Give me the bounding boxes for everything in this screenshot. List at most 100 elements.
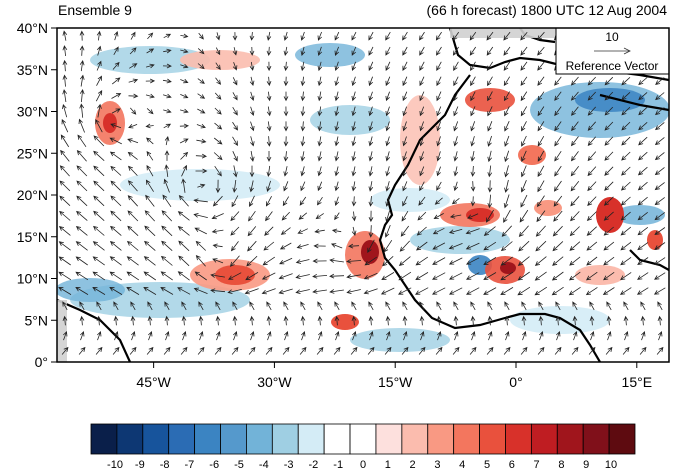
colorbar-swatch xyxy=(582,423,610,455)
wind-vector xyxy=(368,76,373,87)
wind-vector xyxy=(334,61,340,72)
wind-vector xyxy=(401,210,409,222)
wind-vector xyxy=(266,76,272,87)
wind-vector xyxy=(296,244,309,249)
wind-vector xyxy=(61,118,69,133)
wind-vector xyxy=(655,107,665,116)
wind-vector xyxy=(317,166,322,177)
wind-vector xyxy=(178,240,190,252)
wind-vector xyxy=(266,106,272,117)
wind-vector xyxy=(537,61,545,71)
wind-vector xyxy=(453,301,459,311)
wind-vector xyxy=(109,151,122,161)
wind-vector xyxy=(126,271,140,281)
wind-vector xyxy=(621,92,631,101)
wind-vector xyxy=(604,106,614,116)
wind-vector xyxy=(75,286,89,295)
wind-vector xyxy=(96,60,102,71)
wind-vector xyxy=(143,256,156,266)
wind-vector xyxy=(402,166,407,177)
colorbar-label: 8 xyxy=(558,459,564,471)
colorbar-swatch xyxy=(375,423,403,455)
colorbar-swatch xyxy=(142,423,170,455)
wind-vector xyxy=(179,138,189,144)
colorbar-swatch xyxy=(479,423,506,455)
wind-vector xyxy=(317,315,323,326)
wind-vector xyxy=(553,180,562,192)
wind-vector xyxy=(79,74,85,87)
wind-vector xyxy=(95,90,103,102)
wind-vector xyxy=(621,121,631,131)
wind-vector xyxy=(180,346,188,355)
wind-vector xyxy=(97,331,102,341)
panel-title-right: (66 h forecast) 1800 UTC 12 Aug 2004 xyxy=(426,2,667,18)
wind-vector xyxy=(193,213,208,218)
wind-vector xyxy=(368,31,374,41)
wind-vector xyxy=(131,331,136,341)
wind-vector xyxy=(59,180,71,192)
wind-vector xyxy=(385,210,390,223)
wind-vector xyxy=(283,181,289,192)
wind-vector xyxy=(385,106,390,117)
wind-vector xyxy=(213,152,223,161)
wind-vector xyxy=(554,346,562,355)
wind-vector xyxy=(266,121,272,132)
wind-vector xyxy=(283,121,289,132)
x-tick-label: 15°E xyxy=(622,374,653,390)
wind-vector xyxy=(368,301,374,311)
wind-vector xyxy=(419,121,424,132)
wind-vector xyxy=(640,301,646,311)
wind-vector xyxy=(164,315,170,326)
wind-vector xyxy=(500,241,513,252)
wind-vector xyxy=(351,31,357,41)
wind-vector xyxy=(145,63,155,69)
wind-vector xyxy=(503,61,511,71)
wind-vector xyxy=(520,346,528,355)
wind-vector xyxy=(162,93,172,99)
wind-vector xyxy=(314,228,325,234)
wind-vector xyxy=(470,151,476,162)
wind-vector xyxy=(182,331,187,341)
wind-vector xyxy=(637,166,648,176)
wind-vector xyxy=(539,331,544,341)
wind-vector xyxy=(130,315,136,326)
wind-vector xyxy=(537,135,545,147)
wind-vector xyxy=(249,315,255,326)
wind-vector xyxy=(266,31,272,41)
wind-vector xyxy=(517,256,530,266)
wind-vector xyxy=(113,31,119,41)
wind-vector xyxy=(586,241,598,251)
wind-vector xyxy=(283,91,289,102)
wind-vector xyxy=(197,93,206,99)
wind-vector xyxy=(280,227,291,235)
colorbar-label: -8 xyxy=(160,459,170,471)
wind-vector xyxy=(587,106,596,116)
wind-vector xyxy=(351,196,357,207)
wind-vector xyxy=(385,315,391,326)
wind-vector xyxy=(249,195,255,207)
wind-vector xyxy=(451,197,460,205)
wind-vector xyxy=(639,346,647,355)
wind-vector xyxy=(653,287,666,295)
wind-vector xyxy=(317,106,323,117)
wind-vector xyxy=(466,287,480,295)
wind-vector xyxy=(351,211,357,222)
wind-vector xyxy=(638,136,648,146)
wind-vector xyxy=(436,151,441,162)
wind-vector xyxy=(483,226,496,236)
wind-vector xyxy=(79,89,85,103)
wind-vector xyxy=(469,31,477,41)
wind-vector xyxy=(334,196,340,207)
wind-vector xyxy=(504,121,510,132)
wind-vector xyxy=(483,241,497,251)
y-tick-label: 10°N xyxy=(17,271,48,287)
wind-vector xyxy=(603,241,615,251)
wind-vector xyxy=(504,315,510,326)
wind-vector xyxy=(638,77,648,86)
wind-vector xyxy=(654,137,665,146)
wind-vector xyxy=(283,61,289,72)
wind-vector xyxy=(637,272,649,280)
wind-vector xyxy=(470,61,476,71)
wind-vector xyxy=(436,166,441,177)
wind-vector xyxy=(92,241,105,251)
